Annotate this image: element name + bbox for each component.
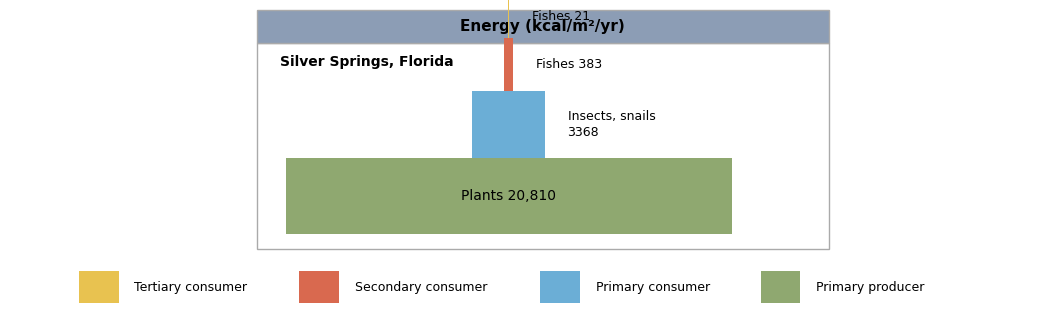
- FancyBboxPatch shape: [79, 271, 119, 303]
- FancyBboxPatch shape: [505, 38, 513, 91]
- FancyBboxPatch shape: [257, 10, 829, 43]
- FancyBboxPatch shape: [257, 43, 829, 249]
- Text: Fishes 383: Fishes 383: [536, 58, 602, 71]
- FancyBboxPatch shape: [472, 91, 544, 158]
- Text: Primary producer: Primary producer: [816, 281, 924, 293]
- Text: Insects, snails
3368: Insects, snails 3368: [568, 110, 656, 139]
- Text: Primary consumer: Primary consumer: [596, 281, 710, 293]
- Text: Fishes 21: Fishes 21: [532, 10, 590, 23]
- Text: Energy (kcal/m²/yr): Energy (kcal/m²/yr): [461, 19, 625, 34]
- Text: Secondary consumer: Secondary consumer: [355, 281, 487, 293]
- FancyBboxPatch shape: [285, 158, 731, 234]
- Text: Plants 20,810: Plants 20,810: [462, 189, 556, 203]
- FancyBboxPatch shape: [761, 271, 800, 303]
- FancyBboxPatch shape: [299, 271, 339, 303]
- Text: Tertiary consumer: Tertiary consumer: [134, 281, 248, 293]
- FancyBboxPatch shape: [540, 271, 580, 303]
- Text: Silver Springs, Florida: Silver Springs, Florida: [280, 55, 453, 69]
